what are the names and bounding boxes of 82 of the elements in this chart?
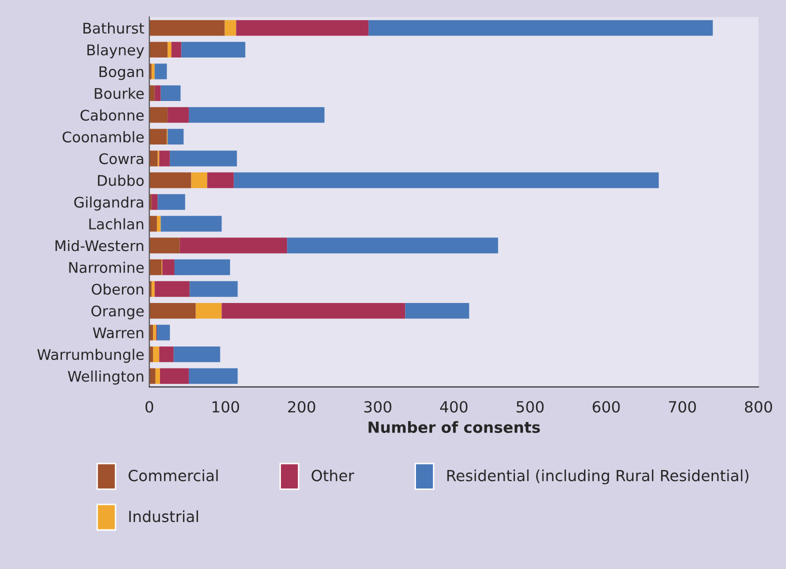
bar [154, 85, 161, 102]
bar [149, 107, 168, 123]
bar [207, 172, 234, 188]
bar [405, 302, 470, 319]
bar [160, 85, 181, 102]
y-tick-label: Orange [91, 305, 144, 320]
bar [149, 238, 180, 254]
y-tick-label: Dubbo [98, 174, 144, 186]
bar [152, 194, 158, 210]
x-tick-label: 600 [592, 401, 620, 413]
bar [159, 346, 174, 362]
x-tick-label: 100 [212, 401, 240, 413]
bar [174, 259, 230, 276]
bar [149, 20, 225, 36]
bar [153, 346, 160, 362]
bar [168, 107, 189, 123]
legend-label: Industrial [129, 510, 198, 522]
bar [168, 42, 172, 58]
y-tick-label: Wellington [68, 370, 144, 385]
bar [174, 346, 220, 362]
y-tick-label: Cabonne [80, 109, 144, 121]
y-tick-label: Lachlan [89, 218, 144, 230]
bar [149, 259, 162, 276]
bar [234, 172, 659, 188]
bar [156, 324, 170, 340]
bar [153, 324, 156, 340]
bar [170, 150, 237, 166]
bar [154, 64, 167, 80]
bar [188, 107, 324, 123]
y-tick-label: Coonamble [62, 131, 144, 142]
y-tick-label: Warren [92, 327, 144, 338]
y-tick-label: Narromine [69, 262, 144, 274]
bar [181, 42, 246, 58]
bar [152, 64, 155, 80]
x-axis-title: Number of consents [368, 421, 540, 433]
y-tick-label: Mid-Western [56, 240, 144, 252]
y-tick-label: Oberon [92, 283, 144, 295]
x-tick-label: 400 [440, 401, 468, 413]
bar [368, 20, 713, 36]
x-tick-label: 800 [744, 401, 772, 413]
bar [180, 238, 288, 254]
x-tick-label: 200 [288, 401, 316, 413]
legend-label: Commercial [128, 470, 218, 482]
bar [224, 20, 236, 36]
bar [149, 368, 156, 384]
bar [191, 172, 208, 188]
bar [149, 150, 158, 166]
bar [196, 302, 222, 319]
bar [149, 42, 168, 58]
y-tick-label: Bogan [100, 66, 144, 80]
x-tick-label: 0 [145, 401, 154, 413]
bar [160, 216, 222, 232]
legend-label: Residential (including Rural Residential) [447, 470, 748, 484]
bar [156, 216, 161, 232]
bar [154, 281, 190, 297]
bar [222, 302, 406, 319]
bar [287, 238, 498, 254]
x-tick-label: 700 [669, 401, 696, 413]
bar [149, 216, 157, 232]
bar [171, 42, 182, 58]
x-tick-label: 500 [516, 401, 544, 413]
bar [149, 128, 167, 145]
bar [158, 194, 186, 210]
y-tick-label: Bathurst [83, 22, 144, 34]
y-tick-label: Bourke [94, 88, 144, 99]
bar [149, 172, 192, 188]
bar [168, 128, 184, 145]
bar [159, 150, 170, 166]
bar [190, 281, 238, 297]
y-tick-label: Blayney [87, 44, 144, 58]
y-tick-label: Gilgandra [74, 196, 144, 211]
x-tick-label: 300 [364, 401, 392, 413]
legend-label: Other [312, 470, 354, 482]
bar [188, 368, 238, 384]
bar [149, 302, 196, 319]
bar [155, 368, 160, 384]
bar [236, 20, 369, 36]
bar [162, 259, 174, 276]
bar [152, 281, 155, 297]
y-tick-label: Cowra [99, 153, 144, 164]
y-tick-label: Warrumbungle [37, 348, 144, 363]
bar [160, 368, 189, 384]
